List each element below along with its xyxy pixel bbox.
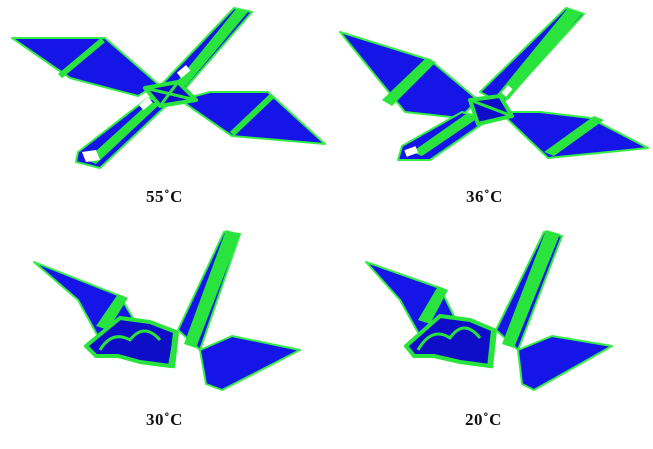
panel-flat-crane bbox=[11, 7, 326, 169]
panel-partial-crane bbox=[339, 7, 649, 161]
panel-fully-folded-crane bbox=[365, 230, 613, 391]
temperature-label-20: 20˚C bbox=[465, 410, 502, 429]
left-wing bbox=[11, 37, 159, 97]
temperature-label-36: 36˚C bbox=[466, 187, 503, 206]
temperature-label-55: 55˚C bbox=[146, 187, 183, 206]
right-wing bbox=[517, 335, 613, 391]
temperature-label-30: 30˚C bbox=[146, 410, 183, 429]
panel-mostly-folded-crane bbox=[33, 230, 301, 391]
right-wing bbox=[199, 335, 301, 391]
